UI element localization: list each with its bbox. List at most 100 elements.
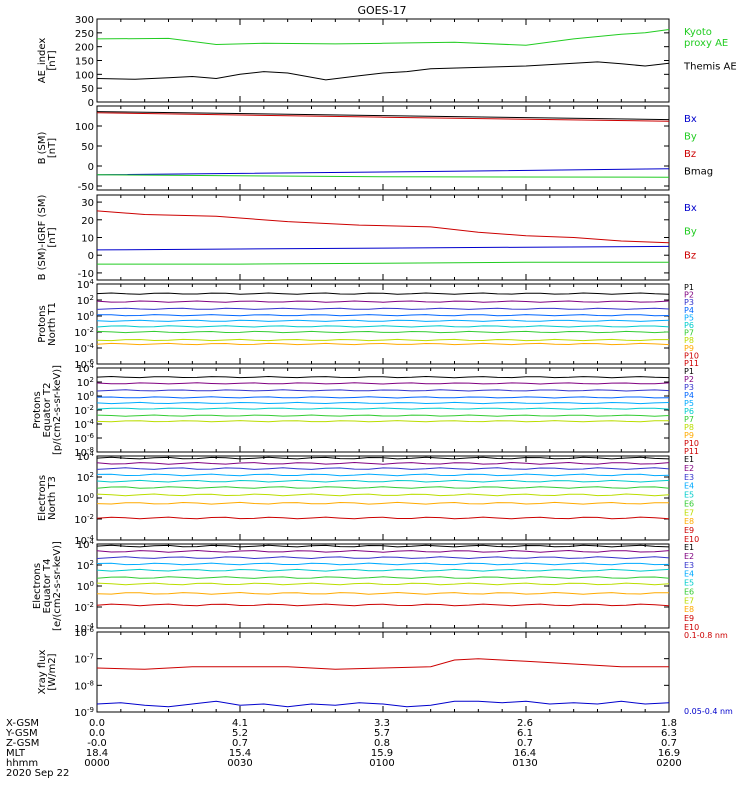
- series-line: [96, 61, 670, 81]
- legend-label: By: [684, 227, 697, 238]
- x-row-label: X-GSM: [6, 718, 39, 729]
- legend-label: P6: [684, 407, 694, 416]
- legend-label: P2: [684, 291, 694, 300]
- legend-label: E5: [684, 579, 694, 588]
- x-row-value: 18.4: [86, 748, 108, 759]
- legend-label: P9: [684, 344, 694, 353]
- series-line: [96, 493, 670, 497]
- legend-label: By: [684, 132, 697, 143]
- panel-frame: [96, 631, 670, 713]
- y-axis-label: Electrons: [37, 475, 48, 521]
- series-line: [96, 396, 670, 399]
- y-tick-label: 104: [77, 538, 95, 551]
- series-line: [96, 479, 670, 483]
- y-tick-label: 102: [77, 471, 94, 484]
- y-tick-label: 10-6: [74, 432, 94, 445]
- x-row-value: 0.7: [232, 738, 248, 749]
- tick-exponent: -2: [87, 326, 94, 334]
- tick-exponent: 2: [90, 294, 94, 302]
- y-tick-label: 102: [77, 294, 94, 307]
- tick-exponent: -4: [87, 534, 95, 542]
- x-row-value: 5.2: [232, 728, 248, 739]
- y-tick-label: 150: [75, 57, 94, 68]
- x-row-value: 0.8: [374, 738, 390, 749]
- x-row-value: 2.6: [517, 718, 533, 729]
- panel-frame: [96, 18, 670, 103]
- series-line: [96, 401, 670, 405]
- y-tick-label: 10-2: [74, 404, 94, 417]
- tick-exponent: 0: [90, 492, 94, 500]
- legend-label: E2: [684, 464, 694, 473]
- legend-label: E3: [684, 561, 694, 570]
- x-row-label: MLT: [6, 748, 26, 759]
- x-row-value: 16.4: [514, 748, 536, 759]
- series-line: [97, 261, 669, 265]
- series-line: [96, 576, 670, 579]
- legend-label: E1: [684, 543, 694, 552]
- y-tick-label: 20: [81, 216, 94, 227]
- x-row-label: Z-GSM: [6, 738, 39, 749]
- legend-label: P4: [684, 306, 694, 315]
- x-row-value: 15.4: [229, 748, 251, 759]
- y-axis-label: Equator T2: [42, 383, 53, 438]
- x-row-label: hhmm: [6, 758, 38, 769]
- y-tick-label: 300: [75, 15, 94, 26]
- x-row-value: 3.3: [374, 718, 390, 729]
- y-tick-label: 104: [77, 362, 95, 375]
- tick-exponent: -4: [87, 418, 95, 426]
- series-line: [96, 467, 670, 470]
- y-tick-label: 10-7: [74, 653, 94, 666]
- tick-exponent: -4: [87, 342, 95, 350]
- legend-label: 0.05-0.4 nm: [684, 707, 733, 716]
- series-line: [96, 307, 670, 310]
- panel-frame: [96, 194, 670, 281]
- y-axis-label: [e/(cm2-s-sr-keV)]: [52, 541, 63, 631]
- legend-label: P3: [684, 298, 694, 307]
- y-tick-label: 30: [81, 198, 94, 209]
- y-axis-label: [p/(cm2-s-sr-keV)]: [52, 365, 63, 455]
- legend-label: P8: [684, 423, 694, 432]
- y-tick-label: 104: [77, 450, 95, 463]
- series-line: [96, 382, 670, 385]
- legend-label: E3: [684, 473, 694, 482]
- legend-label: P1: [684, 283, 694, 292]
- x-row-value: 0130: [512, 758, 537, 769]
- y-tick-label: 10-2: [74, 601, 94, 614]
- y-axis-label: Protons: [37, 305, 48, 342]
- series-line: [96, 456, 670, 460]
- tick-exponent: 0: [90, 580, 94, 588]
- series-line: [96, 582, 670, 586]
- series-line: [96, 338, 669, 342]
- y-tick-label: 100: [77, 492, 94, 505]
- series-line: [96, 603, 670, 607]
- x-row-value: 1.8: [661, 718, 677, 729]
- tick-exponent: 2: [90, 376, 94, 384]
- legend-label: P5: [684, 399, 694, 408]
- y-tick-label: 0: [88, 251, 94, 262]
- tick-exponent: -9: [87, 706, 94, 714]
- panel-b-sm-igrf: -10 0 10 20 30 B (SM)-IGRF (SM) [nT] Bx By Bz: [37, 194, 697, 281]
- series-line: [96, 330, 670, 334]
- legend-label: E8: [684, 517, 694, 526]
- series-line: [96, 389, 670, 392]
- series-line: [96, 314, 670, 317]
- series-line: [96, 658, 669, 670]
- series-line: [96, 549, 670, 553]
- x-row-value: 0200: [656, 758, 681, 769]
- legend-label: P5: [684, 313, 694, 322]
- tick-exponent: -8: [87, 446, 94, 454]
- series-line: [96, 414, 670, 417]
- legend-label: P7: [684, 329, 694, 338]
- y-tick-label: 0: [88, 162, 94, 173]
- tick-exponent: -2: [87, 513, 94, 521]
- series-line: [96, 562, 670, 566]
- tick-exponent: 4: [90, 450, 95, 458]
- legend-label: P7: [684, 415, 694, 424]
- y-tick-label: 100: [75, 122, 94, 133]
- legend-label: P10: [684, 351, 699, 360]
- tick-exponent: -6: [87, 626, 95, 634]
- legend-label: E8: [684, 605, 694, 614]
- legend-label: E9: [684, 526, 694, 535]
